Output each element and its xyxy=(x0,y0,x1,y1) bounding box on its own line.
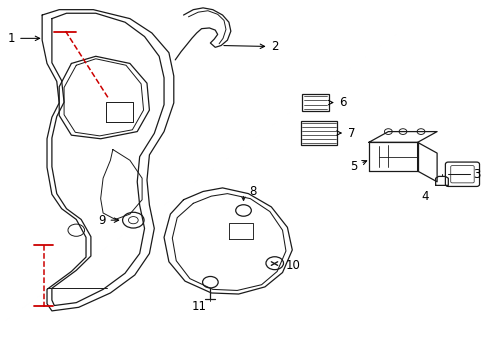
Text: 10: 10 xyxy=(285,259,300,272)
Text: 1: 1 xyxy=(8,32,40,45)
Bar xyxy=(300,121,336,145)
Text: 5: 5 xyxy=(349,160,366,173)
Bar xyxy=(302,94,328,111)
Text: 11: 11 xyxy=(192,300,207,313)
Text: 6: 6 xyxy=(328,96,346,109)
Text: 8: 8 xyxy=(249,185,256,198)
Text: 3: 3 xyxy=(472,168,479,181)
Text: 7: 7 xyxy=(336,126,355,140)
Text: 4: 4 xyxy=(420,190,427,203)
Text: 2: 2 xyxy=(224,40,278,53)
Text: 9: 9 xyxy=(98,214,119,227)
